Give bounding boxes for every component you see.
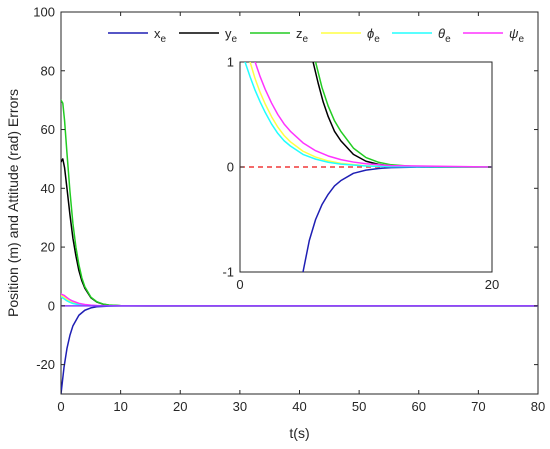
inset-y-tick-label: 0 [227, 160, 234, 175]
inset-series-x-e [302, 166, 492, 272]
main-x-tick-label: 70 [471, 399, 485, 414]
legend-label-base: ψ [509, 26, 519, 41]
inset-series-theta-e [244, 62, 492, 168]
legend-label: ψe [509, 26, 524, 45]
main-y-tick-label: 60 [41, 122, 55, 137]
legend-label-subscript: e [374, 34, 380, 45]
inset-series-group [240, 62, 492, 272]
main-y-tick-label: 80 [41, 63, 55, 78]
legend-label-base: x [154, 26, 161, 41]
legend-label-base: z [296, 26, 303, 41]
legend-label-base: y [225, 26, 232, 41]
main-x-tick-label: 50 [352, 399, 366, 414]
inset-x-axis: 0 20 [236, 62, 499, 292]
main-x-tick-label: 10 [113, 399, 127, 414]
main-x-tick-label: 20 [173, 399, 187, 414]
main-series-group [61, 99, 538, 394]
inset-y-tick-label: -1 [222, 265, 234, 280]
main-x-tick-label: 40 [292, 399, 306, 414]
legend-label-subscript: e [518, 34, 524, 45]
legend-label-subscript: e [232, 34, 238, 45]
inset-series-psi-e [254, 62, 492, 168]
y-axis-label: Position (m) and Attitude (rad) Errors [5, 89, 21, 317]
main-x-tick-label: 0 [57, 399, 64, 414]
legend-label: ze [296, 26, 309, 45]
inset-x-tick-label: 0 [236, 277, 243, 292]
main-x-tick-label: 60 [412, 399, 426, 414]
legend-label-subscript: e [161, 34, 167, 45]
legend-label-subscript: e [303, 34, 309, 45]
main-x-tick-label: 30 [233, 399, 247, 414]
main-x-tick-label: 80 [531, 399, 545, 414]
legend-label: θe [438, 26, 451, 45]
main-y-tick-label: 0 [48, 298, 55, 313]
legend-label: xe [154, 26, 167, 45]
main-y-tick-label: -20 [36, 357, 55, 372]
legend-label-base: ϕ [367, 26, 374, 41]
x-axis-label: t(s) [289, 425, 309, 441]
inset-y-tick-label: 1 [227, 55, 234, 70]
main-y-tick-label: 100 [33, 5, 55, 20]
legend-label-base: θ [438, 26, 445, 41]
inset-y-axis: -1 0 1 [222, 55, 492, 280]
inset-plot: 0 20 -101 [222, 55, 499, 293]
legend: xe ye ze ϕe θe ψe [108, 26, 524, 45]
legend-label: ye [225, 26, 238, 45]
main-y-tick-label: 40 [41, 181, 55, 196]
legend-label-subscript: e [445, 34, 451, 45]
inset-x-tick-label: 20 [485, 277, 499, 292]
legend-label: ϕe [367, 26, 380, 45]
main-x-axis: 0 10 20 30 40 50 60 70 80 [57, 12, 545, 414]
main-y-tick-label: 20 [41, 240, 55, 255]
